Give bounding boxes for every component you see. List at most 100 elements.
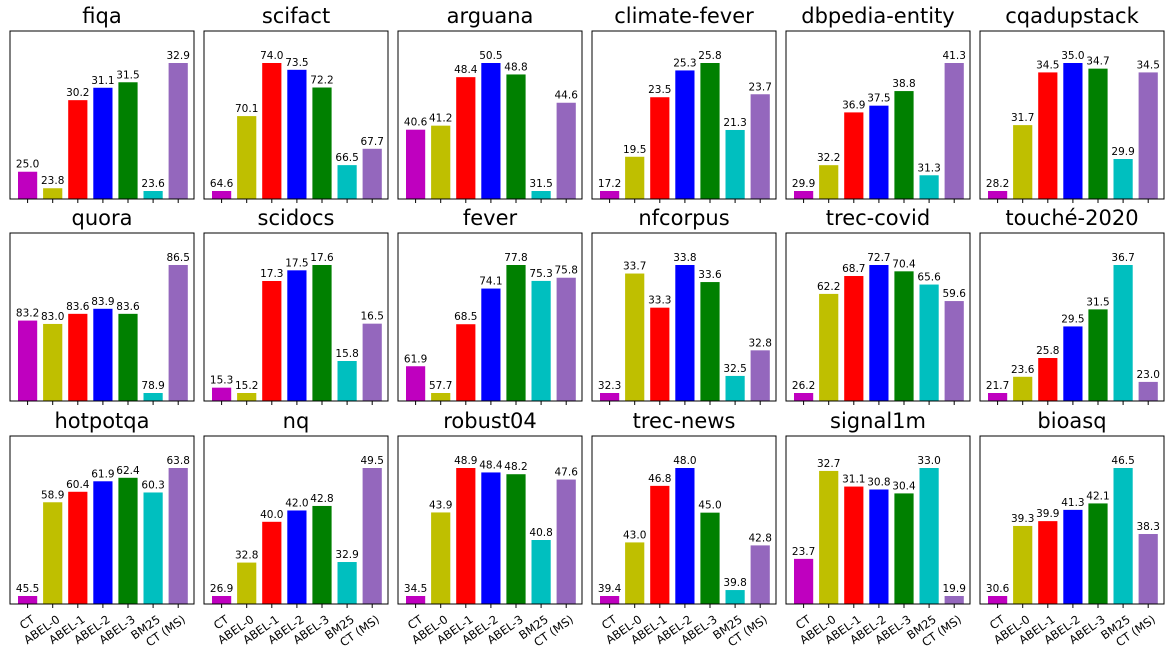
value-label-bioasq-ct: 30.6 — [986, 583, 1010, 595]
value-label-scidocs-bm25: 15.8 — [335, 348, 358, 360]
bar-arguana-ct — [406, 129, 426, 199]
panel-frame-quora — [9, 232, 195, 402]
value-label-robust04-ct: 34.5 — [404, 583, 427, 595]
value-label-touche-2020-abel-0: 23.6 — [1011, 364, 1035, 376]
bar-touche-2020-abel-3 — [1088, 309, 1108, 401]
value-label-nq-ct: 26.9 — [210, 583, 233, 595]
value-label-fever-abel-1: 68.5 — [454, 311, 477, 323]
panel-title-nq: nq — [283, 409, 310, 433]
panel-title-trec-covid: trec-covid — [826, 206, 930, 230]
value-label-bioasq-bm25: 46.5 — [1111, 455, 1134, 467]
value-label-touche-2020-ct: 21.7 — [986, 380, 1009, 392]
value-label-dbpedia-entity-abel-1: 36.9 — [842, 99, 865, 111]
value-label-hotpotqa-ct: 45.5 — [16, 583, 39, 595]
bar-dbpedia-entity-abel-1 — [844, 112, 864, 199]
value-label-trec-news-abel-1: 46.8 — [648, 473, 671, 485]
bar-touche-2020-ct-ms — [1138, 381, 1158, 401]
bar-nq-ct — [212, 596, 232, 604]
bar-fever-abel-2 — [481, 288, 501, 401]
bar-climate-fever-abel-3 — [700, 63, 720, 199]
panel-title-trec-news: trec-news — [633, 409, 736, 433]
panel-title-bioasq: bioasq — [1037, 409, 1106, 433]
value-label-scidocs-ct: 15.3 — [210, 375, 233, 387]
value-label-scidocs-abel-0: 15.2 — [235, 380, 258, 392]
bar-hotpotqa-abel-3 — [118, 477, 138, 604]
panel-frame-climate-fever — [591, 30, 777, 200]
value-label-scifact-abel-1: 74.0 — [260, 50, 283, 62]
value-label-trec-covid-abel-1: 68.7 — [842, 263, 865, 275]
value-label-hotpotqa-abel-0: 58.9 — [41, 489, 64, 501]
bar-scifact-ct — [212, 191, 232, 199]
value-label-trec-news-bm25: 39.8 — [723, 577, 746, 589]
value-label-robust04-bm25: 40.8 — [529, 527, 552, 539]
value-label-nfcorpus-ct-ms: 32.8 — [749, 337, 772, 349]
bar-quora-abel-3 — [118, 313, 138, 401]
panel-frame-robust04 — [397, 435, 583, 605]
bar-arguana-abel-1 — [456, 77, 476, 199]
bar-arguana-bm25 — [531, 191, 551, 199]
bar-signal1m-bm25 — [919, 468, 939, 604]
panel-title-scifact: scifact — [262, 4, 330, 28]
bar-fever-abel-0 — [431, 393, 451, 401]
bar-hotpotqa-bm25 — [143, 492, 163, 604]
panel-frame-trec-covid — [785, 232, 971, 402]
bar-trec-covid-abel-3 — [894, 271, 914, 401]
panel-title-fever: fever — [463, 206, 518, 230]
value-label-arguana-bm25: 31.5 — [529, 178, 552, 190]
bar-bioasq-abel-2 — [1063, 509, 1083, 604]
bar-climate-fever-abel-1 — [650, 97, 670, 199]
bar-hotpotqa-abel-2 — [93, 481, 113, 604]
bar-scifact-ct-ms — [362, 148, 382, 199]
bar-scifact-abel-2 — [287, 69, 307, 200]
bar-quora-ct-ms — [168, 265, 188, 401]
bar-robust04-abel-0 — [431, 512, 451, 604]
value-label-dbpedia-entity-abel-0: 32.2 — [817, 152, 840, 164]
bar-scidocs-bm25 — [337, 361, 357, 401]
panel-title-arguana: arguana — [447, 4, 534, 28]
bar-scidocs-ct-ms — [362, 323, 382, 401]
value-label-fever-abel-3: 77.8 — [504, 252, 527, 264]
value-label-dbpedia-entity-abel-3: 38.8 — [892, 78, 915, 90]
value-label-nq-ct-ms: 49.5 — [361, 455, 384, 467]
value-label-bioasq-abel-3: 42.1 — [1086, 490, 1109, 502]
value-label-cqadupstack-bm25: 29.9 — [1111, 146, 1134, 158]
value-label-bioasq-ct-ms: 38.3 — [1137, 521, 1160, 533]
bar-cqadupstack-ct-ms — [1138, 72, 1158, 199]
bar-robust04-abel-2 — [481, 472, 501, 604]
bar-bioasq-abel-1 — [1038, 521, 1058, 604]
value-label-touche-2020-abel-3: 31.5 — [1086, 296, 1109, 308]
panel-scifact: scifact 64.6 70.1 74.073.572.2 66.567.7 — [203, 4, 389, 203]
value-label-scifact-ct: 64.6 — [210, 178, 234, 190]
panel-title-cqadupstack: cqadupstack — [1005, 4, 1139, 28]
value-label-fever-bm25: 75.3 — [529, 268, 552, 280]
value-label-cqadupstack-abel-3: 34.7 — [1086, 56, 1109, 68]
bar-dbpedia-entity-abel-0 — [819, 165, 839, 199]
value-label-trec-news-abel-2: 48.0 — [673, 455, 696, 467]
bar-fiqa-abel-2 — [93, 87, 113, 199]
panel-frame-fiqa — [9, 30, 195, 200]
bar-trec-covid-bm25 — [919, 284, 939, 401]
value-label-signal1m-abel-0: 32.7 — [817, 458, 840, 470]
panel-title-touche-2020: touché-2020 — [1005, 206, 1138, 230]
bar-fever-ct-ms — [556, 277, 576, 401]
value-label-climate-fever-ct: 17.2 — [598, 178, 621, 190]
bar-nq-ct-ms — [362, 468, 382, 604]
panel-title-quora: quora — [72, 206, 133, 230]
bar-touche-2020-abel-0 — [1013, 376, 1033, 401]
bar-nfcorpus-ct-ms — [750, 350, 770, 401]
panel-frame-cqadupstack — [979, 30, 1165, 200]
panel-title-scidocs: scidocs — [258, 206, 335, 230]
value-label-cqadupstack-abel-0: 31.7 — [1011, 112, 1034, 124]
value-label-trec-covid-bm25: 65.6 — [917, 272, 941, 284]
panel-frame-trec-news — [591, 435, 777, 605]
panel-hotpotqa: hotpotqa45.5CT58.9ABEL-060.4ABEL-161.9AB… — [9, 409, 195, 648]
panel-signal1m: signal1m23.7CT32.7ABEL-031.1ABEL-130.8AB… — [785, 409, 971, 648]
value-label-touche-2020-abel-1: 25.8 — [1036, 345, 1059, 357]
bar-scifact-abel-1 — [262, 63, 282, 199]
bar-fiqa-ct — [18, 171, 38, 199]
value-label-climate-fever-bm25: 21.3 — [723, 117, 746, 129]
value-label-nfcorpus-abel-3: 33.6 — [698, 269, 722, 281]
bar-hotpotqa-abel-0 — [43, 502, 63, 604]
